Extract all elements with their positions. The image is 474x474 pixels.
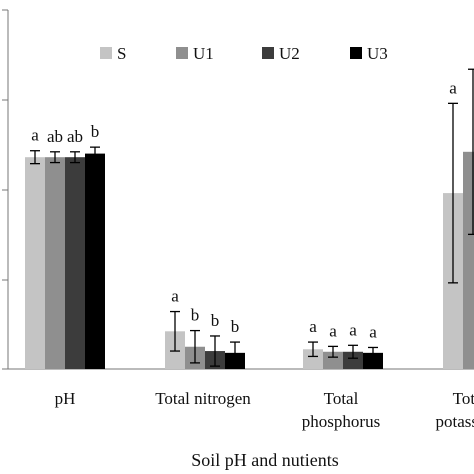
legend-label: U3: [367, 44, 388, 63]
category-label: phosphorus: [302, 412, 380, 431]
legend-label: S: [117, 44, 126, 63]
bar: [323, 351, 343, 369]
category-labels: pH Total nitrogen Total phosphorus Total pota…: [55, 389, 474, 431]
x-axis-label: Soil pH and nutients: [191, 450, 339, 470]
category-label: pH: [55, 389, 76, 408]
bars: [25, 151, 474, 369]
significance-letter: b: [211, 311, 220, 330]
significance-letter: a: [31, 126, 39, 145]
legend-swatch: [262, 47, 274, 59]
bar: [363, 352, 383, 369]
legend-label: U2: [279, 44, 300, 63]
legend-label: U1: [193, 44, 214, 63]
bar: [65, 157, 85, 369]
significance-letter: ab: [67, 127, 83, 146]
significance-letter: a: [171, 287, 179, 306]
category-label: Total nitrogen: [155, 389, 251, 408]
bar: [45, 157, 65, 369]
category-label: Total: [324, 389, 359, 408]
significance-letter: b: [231, 317, 240, 336]
legend-swatch: [176, 47, 188, 59]
legend: S U1 U2 U3: [100, 44, 388, 63]
significance-labels: aababbabbbaaaaaa: [31, 78, 457, 341]
bar: [303, 349, 323, 369]
significance-letter: ab: [47, 127, 63, 146]
legend-item: U2: [262, 44, 300, 63]
bar: [85, 153, 105, 369]
significance-letter: b: [191, 306, 200, 325]
category-label: Total: [453, 389, 474, 408]
legend-swatch: [350, 47, 362, 59]
significance-letter: a: [349, 320, 357, 339]
bar: [343, 351, 363, 369]
bar: [463, 151, 474, 369]
significance-letter: a: [309, 317, 317, 336]
legend-item: U3: [350, 44, 388, 63]
error-bars: [30, 68, 474, 367]
bar: [25, 157, 45, 369]
significance-letter: a: [449, 78, 457, 97]
legend-item: U1: [176, 44, 214, 63]
category-label: potassium: [436, 412, 474, 431]
significance-letter: b: [91, 122, 100, 141]
significance-letter: a: [329, 321, 337, 340]
legend-item: S: [100, 44, 126, 63]
legend-swatch: [100, 47, 112, 59]
significance-letter: a: [369, 322, 377, 341]
